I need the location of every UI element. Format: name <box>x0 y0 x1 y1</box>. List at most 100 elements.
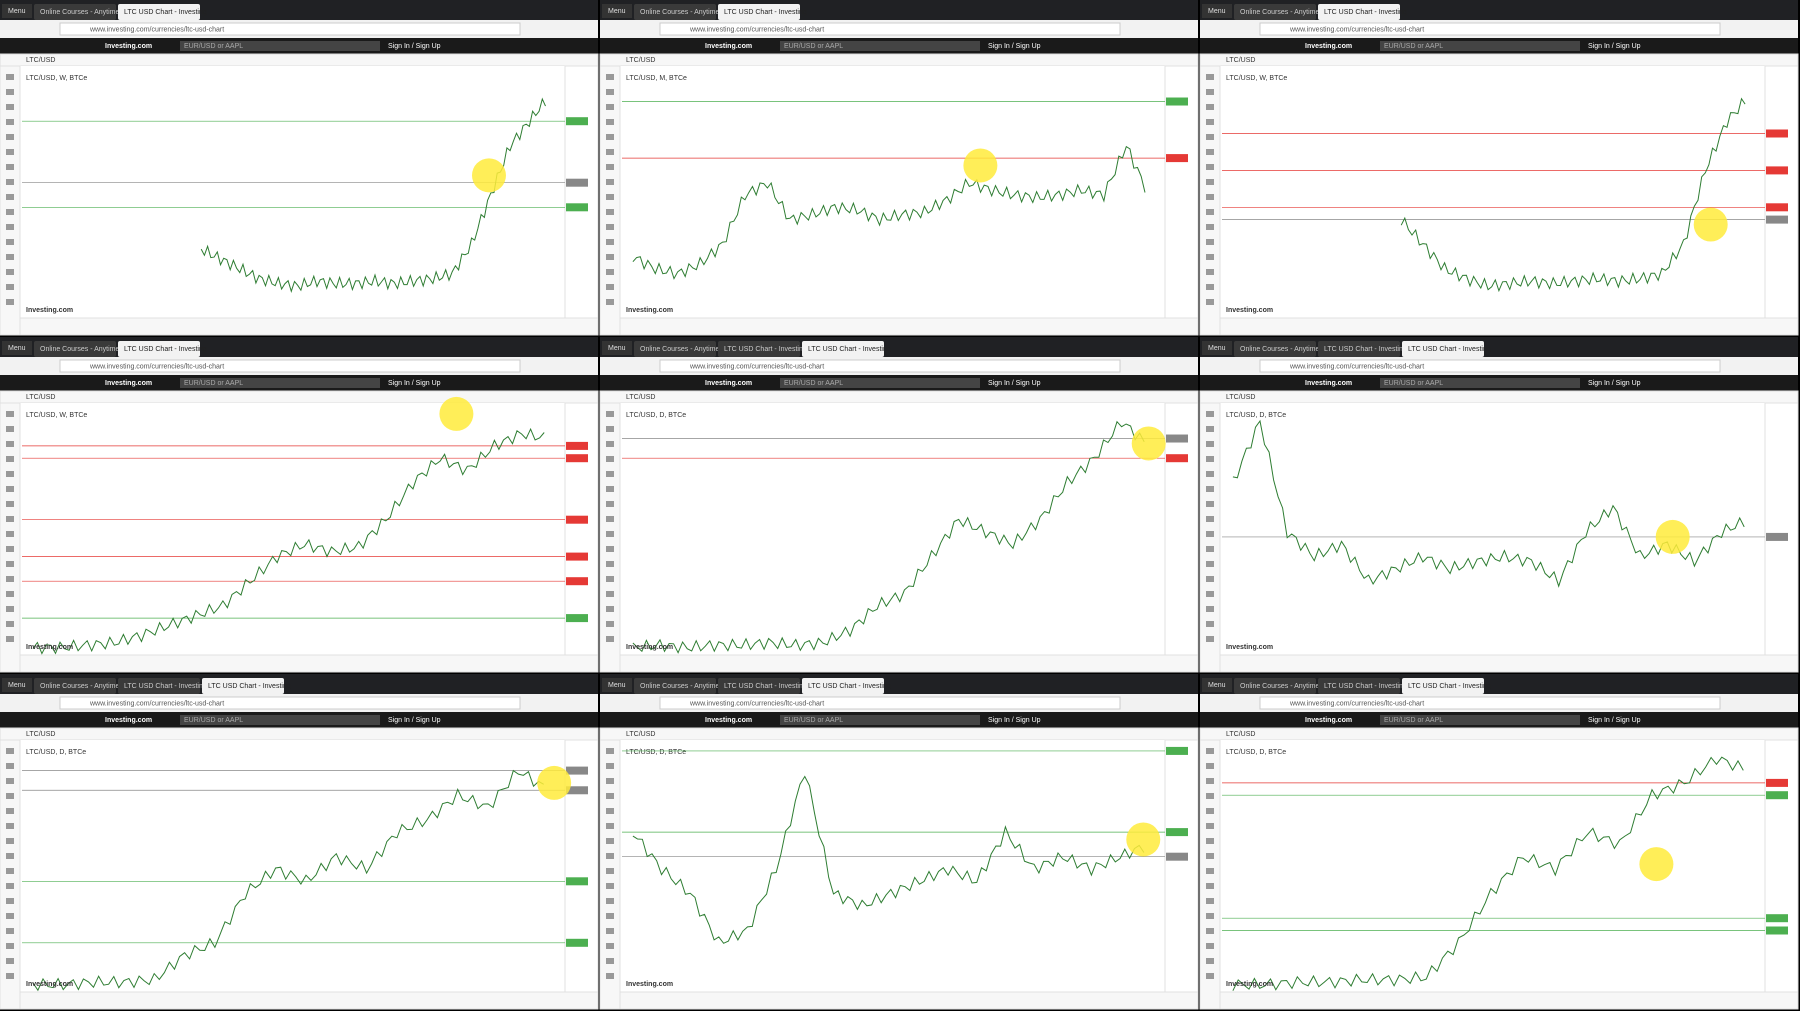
tab-title[interactable]: LTC USD Chart - Investing <box>808 346 891 353</box>
tool-icon[interactable] <box>606 748 614 754</box>
browser-tab[interactable] <box>1318 4 1400 20</box>
tool-icon[interactable] <box>1206 104 1214 110</box>
tool-icon[interactable] <box>606 546 614 552</box>
tool-icon[interactable] <box>6 299 14 305</box>
tool-icon[interactable] <box>606 104 614 110</box>
tool-icon[interactable] <box>1206 928 1214 934</box>
sign-in[interactable]: Sign In / Sign Up <box>388 380 441 387</box>
tool-icon[interactable] <box>6 501 14 507</box>
sign-in[interactable]: Sign In / Sign Up <box>1588 717 1641 724</box>
tool-icon[interactable] <box>606 793 614 799</box>
menu-button[interactable] <box>602 341 632 355</box>
tool-icon[interactable] <box>1206 546 1214 552</box>
tool-icon[interactable] <box>6 284 14 290</box>
url-field[interactable] <box>59 22 521 36</box>
tool-icon[interactable] <box>606 426 614 432</box>
tool-icon[interactable] <box>6 269 14 275</box>
tool-icon[interactable] <box>6 456 14 462</box>
tool-icon[interactable] <box>1206 606 1214 612</box>
sign-in[interactable]: Sign In / Sign Up <box>388 43 441 50</box>
tool-icon[interactable] <box>1206 531 1214 537</box>
tool-icon[interactable] <box>1206 239 1214 245</box>
browser-tab[interactable] <box>202 678 284 694</box>
tool-icon[interactable] <box>6 591 14 597</box>
tool-icon[interactable] <box>606 471 614 477</box>
tool-icon[interactable] <box>6 748 14 754</box>
tool-icon[interactable] <box>606 958 614 964</box>
search-box[interactable] <box>1380 378 1580 388</box>
tool-icon[interactable] <box>1206 254 1214 260</box>
tool-icon[interactable] <box>6 973 14 979</box>
browser-tab[interactable] <box>34 341 116 357</box>
tool-icon[interactable] <box>606 621 614 627</box>
menu-label[interactable]: Menu <box>608 8 626 15</box>
menu-button[interactable] <box>2 341 32 355</box>
tool-icon[interactable] <box>6 471 14 477</box>
tool-icon[interactable] <box>6 74 14 80</box>
tool-icon[interactable] <box>606 823 614 829</box>
search-box[interactable] <box>780 715 980 725</box>
tab-title[interactable]: LTC USD Chart - Investing <box>1408 346 1491 353</box>
tab-title[interactable]: Online Courses - Anytime <box>640 9 719 16</box>
search-box[interactable] <box>180 378 380 388</box>
menu-button[interactable] <box>1202 341 1232 355</box>
tool-icon[interactable] <box>1206 636 1214 642</box>
browser-tab[interactable] <box>802 341 884 357</box>
tool-icon[interactable] <box>6 808 14 814</box>
tool-icon[interactable] <box>1206 284 1214 290</box>
url-field[interactable] <box>659 696 1121 710</box>
tool-icon[interactable] <box>606 134 614 140</box>
tab-title[interactable]: LTC USD Chart - Investing <box>724 9 807 16</box>
tab-title[interactable]: Online Courses - Anytime <box>1240 9 1319 16</box>
browser-tab[interactable] <box>634 4 716 20</box>
menu-button[interactable] <box>1202 678 1232 692</box>
tool-icon[interactable] <box>606 778 614 784</box>
tab-title[interactable]: LTC USD Chart - Investing <box>124 9 207 16</box>
browser-tab[interactable] <box>1318 341 1400 357</box>
sign-in[interactable]: Sign In / Sign Up <box>1588 380 1641 387</box>
tool-icon[interactable] <box>6 561 14 567</box>
tool-icon[interactable] <box>6 838 14 844</box>
tool-icon[interactable] <box>606 516 614 522</box>
tool-icon[interactable] <box>6 179 14 185</box>
symbol-field[interactable]: LTC/USD <box>626 57 655 64</box>
tool-icon[interactable] <box>6 868 14 874</box>
tab-title[interactable]: Online Courses - Anytime <box>40 9 119 16</box>
tab-title[interactable]: LTC USD Chart - Investing <box>724 683 807 690</box>
tool-icon[interactable] <box>1206 269 1214 275</box>
url-field[interactable] <box>59 696 521 710</box>
tool-icon[interactable] <box>606 441 614 447</box>
tool-icon[interactable] <box>606 299 614 305</box>
tool-icon[interactable] <box>1206 748 1214 754</box>
url-field[interactable] <box>1259 696 1721 710</box>
tool-icon[interactable] <box>606 269 614 275</box>
tool-icon[interactable] <box>1206 591 1214 597</box>
tool-icon[interactable] <box>606 501 614 507</box>
tool-icon[interactable] <box>1206 561 1214 567</box>
tool-icon[interactable] <box>1206 119 1214 125</box>
tool-icon[interactable] <box>1206 471 1214 477</box>
tab-title[interactable]: LTC USD Chart - Investing <box>208 683 291 690</box>
tool-icon[interactable] <box>6 853 14 859</box>
symbol-field[interactable]: LTC/USD <box>1226 731 1255 738</box>
tool-icon[interactable] <box>606 239 614 245</box>
tab-title[interactable]: Online Courses - Anytime <box>640 683 719 690</box>
symbol-field[interactable]: LTC/USD <box>626 394 655 401</box>
symbol-field[interactable]: LTC/USD <box>26 394 55 401</box>
tool-icon[interactable] <box>606 531 614 537</box>
browser-tab[interactable] <box>1402 341 1484 357</box>
sign-in[interactable]: Sign In / Sign Up <box>388 717 441 724</box>
tool-icon[interactable] <box>6 958 14 964</box>
browser-tab[interactable] <box>718 4 800 20</box>
tool-icon[interactable] <box>606 763 614 769</box>
menu-label[interactable]: Menu <box>608 682 626 689</box>
tab-title[interactable]: Online Courses - Anytime <box>40 346 119 353</box>
tool-icon[interactable] <box>6 793 14 799</box>
tool-icon[interactable] <box>1206 853 1214 859</box>
sign-in[interactable]: Sign In / Sign Up <box>988 43 1041 50</box>
tool-icon[interactable] <box>606 254 614 260</box>
tool-icon[interactable] <box>1206 89 1214 95</box>
tool-icon[interactable] <box>6 823 14 829</box>
tool-icon[interactable] <box>1206 501 1214 507</box>
menu-label[interactable]: Menu <box>1208 345 1226 352</box>
